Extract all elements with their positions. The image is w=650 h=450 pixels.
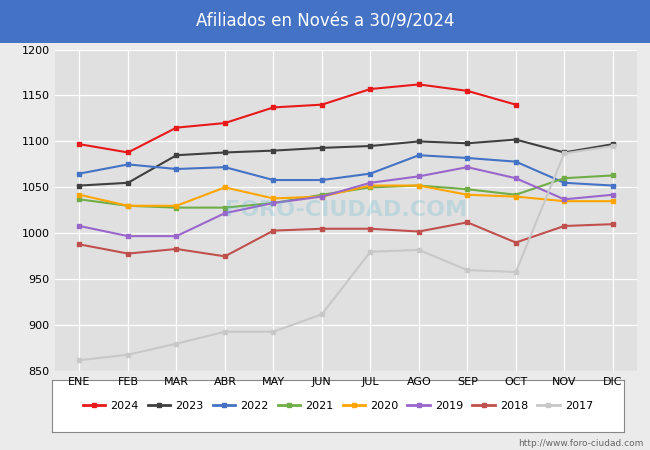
- Text: http://www.foro-ciudad.com: http://www.foro-ciudad.com: [518, 439, 644, 448]
- Text: Afiliados en Novés a 30/9/2024: Afiliados en Novés a 30/9/2024: [196, 12, 454, 31]
- Legend: 2024, 2023, 2022, 2021, 2020, 2019, 2018, 2017: 2024, 2023, 2022, 2021, 2020, 2019, 2018…: [78, 397, 598, 415]
- Text: FORO-CIUDAD.COM: FORO-CIUDAD.COM: [225, 200, 467, 220]
